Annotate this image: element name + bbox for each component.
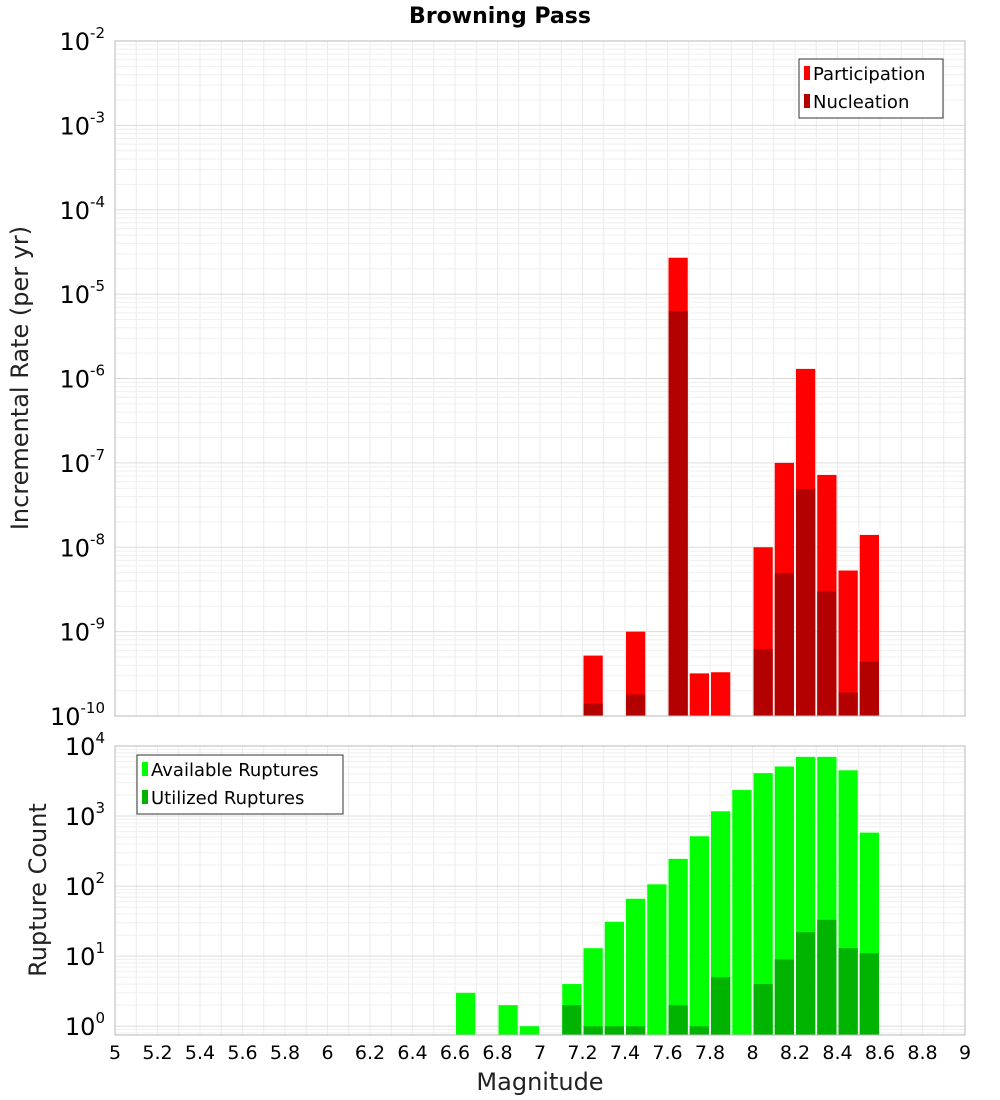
bar-nucleation-8.35 [817,591,837,716]
x-tick-label: 6.6 [440,1042,470,1064]
x-tick-label: 5.2 [142,1042,172,1064]
legend-swatch-1 [142,790,148,804]
bar-nucleation-8.45 [838,692,858,716]
y-tick-label: 103 [65,799,105,831]
y-axis-label-count: Rupture Count [24,803,52,977]
legend-rupture: Available Ruptures Utilized Ruptures [136,754,344,815]
y-tick-label: 10-9 [59,615,105,647]
bar-utilized-ruptures-8.45 [838,948,858,1035]
x-tick-label: 9 [959,1042,971,1064]
bar-nucleation-7.65 [668,311,688,716]
y-axis-label-rate: Incremental Rate (per yr) [6,226,34,530]
legend-label-0: Participation [813,64,925,85]
bar-utilized-ruptures-8.25 [796,932,816,1035]
bar-utilized-ruptures-7.25 [583,1026,603,1035]
rate-plot-panel: 10-10 10-9 10-8 10-7 10-6 10-5 10-4 10-3 10-2 [50,24,966,731]
bar-nucleation-7.25 [583,703,603,716]
plot-frame-count [114,745,966,1036]
legend-label-1: Nucleation [813,92,909,113]
x-tick-label: 8.6 [865,1042,895,1064]
bar-available-ruptures-7.95 [732,790,752,1035]
bar-participation-7.75 [689,673,709,716]
legend-swatch-0 [804,66,810,80]
x-tick-label: 7.2 [567,1042,597,1064]
x-tick-label: 8.8 [907,1042,937,1064]
legend-box [136,754,344,815]
bar-utilized-ruptures-7.75 [689,1026,709,1035]
legend-label-1: Utilized Ruptures [151,788,304,809]
x-tick-label: 8.2 [780,1042,810,1064]
bar-utilized-ruptures-7.65 [668,1005,688,1035]
x-tick-label: 7 [534,1042,546,1064]
legend-swatch-1 [804,94,810,108]
bar-utilized-ruptures-7.45 [626,1026,646,1035]
x-tick-label: 8 [746,1042,758,1064]
x-tick-label: 7.8 [695,1042,725,1064]
y-tick-label: 10-5 [59,277,105,309]
bar-utilized-ruptures-8.15 [774,959,794,1035]
x-tick-label: 5.4 [185,1042,215,1064]
bar-available-ruptures-6.65 [456,992,476,1035]
bar-nucleation-8.15 [774,573,794,716]
y-tick-label: 104 [65,729,105,761]
y-tick-label: 10-6 [59,362,105,394]
x-tick-label: 7.4 [610,1042,640,1064]
bar-participation-8.45 [838,570,858,716]
x-tick-label: 5 [109,1042,121,1064]
y-tick-label: 101 [65,939,105,971]
bar-available-ruptures-7.35 [604,921,624,1035]
bar-participation-7.85 [711,672,731,716]
y-tick-label: 100 [65,1009,105,1041]
x-axis-label: Magnitude [476,1068,603,1096]
bar-available-ruptures-7.65 [668,858,688,1035]
x-tick-label: 7.6 [652,1042,682,1064]
bar-utilized-ruptures-7.15 [562,1005,582,1035]
x-tick-label: 6 [321,1042,333,1064]
x-tick-label: 8.4 [822,1042,852,1064]
bar-available-ruptures-7.75 [689,836,709,1035]
y-tick-label: 102 [65,869,105,901]
y-tick-label: 10-2 [59,24,105,56]
chart-title: Browning Pass [409,4,591,29]
legend-box [798,58,944,119]
bar-participation-7.25 [583,655,603,716]
bar-nucleation-7.45 [626,694,646,716]
x-tick-label: 5.6 [227,1042,257,1064]
x-ticks: 5 5.2 5.4 5.6 5.8 6 6.2 6.4 6.6 6.8 7 7.2 7.4 7.6 7.8 8… [109,1042,971,1064]
bar-utilized-ruptures-7.35 [604,1026,624,1035]
y-ticks-count: 100 101 102 103 104 [65,729,105,1041]
legend-rate: Participation Nucleation [798,58,944,119]
y-tick-label: 10-7 [59,446,105,478]
bar-nucleation-8.55 [859,661,879,716]
y-tick-label: 10-8 [59,530,105,562]
y-ticks-rate: 10-10 10-9 10-8 10-7 10-6 10-5 10-4 10-3 10-2 [50,24,105,731]
bar-utilized-ruptures-7.85 [711,977,731,1035]
y-tick-label: 10-10 [50,699,105,731]
series-nucleation [583,311,879,716]
bar-available-ruptures-7.25 [583,948,603,1035]
bar-available-ruptures-6.95 [519,1026,539,1035]
legend-swatch-0 [142,762,148,776]
y-tick-label: 10-3 [59,108,105,140]
bar-nucleation-8.25 [796,489,816,716]
x-tick-label: 6.8 [482,1042,512,1064]
bar-available-ruptures-7.55 [647,884,667,1035]
plot-frame-rate [114,40,966,717]
bar-available-ruptures-6.85 [498,1005,518,1035]
bar-utilized-ruptures-8.55 [859,953,879,1035]
x-tick-label: 6.2 [355,1042,385,1064]
series-utilized-ruptures [562,919,879,1035]
legend-label-0: Available Ruptures [151,760,319,781]
x-grid-count [114,746,966,1035]
bar-available-ruptures-7.45 [626,898,646,1035]
bar-nucleation-8.05 [753,649,773,716]
x-tick-label: 5.8 [270,1042,300,1064]
x-tick-label: 6.4 [397,1042,427,1064]
bar-utilized-ruptures-8.05 [753,984,773,1035]
y-tick-label: 10-4 [59,193,105,225]
bar-available-ruptures-8.05 [753,773,773,1035]
bar-utilized-ruptures-8.35 [817,919,837,1035]
